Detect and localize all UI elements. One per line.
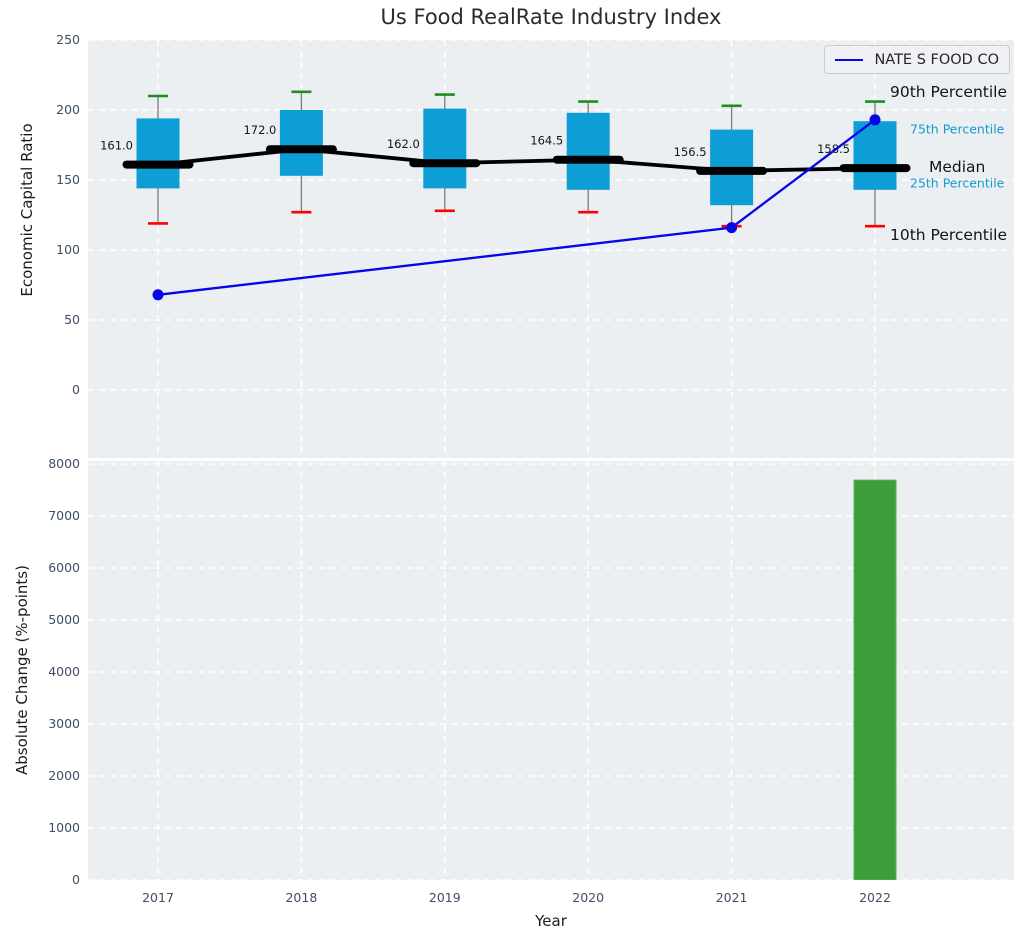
x-tick-label: 2020 bbox=[572, 890, 605, 905]
company-series-point bbox=[869, 114, 881, 126]
x-tick-label: 2018 bbox=[285, 890, 318, 905]
percentile-box bbox=[853, 121, 897, 190]
bottom-y-tick-label: 2000 bbox=[48, 768, 80, 783]
bottom-y-tick-label: 6000 bbox=[48, 560, 80, 575]
median-value-label: 162.0 bbox=[387, 137, 420, 151]
x-tick-label: 2019 bbox=[428, 890, 461, 905]
bottom-y-tick-label: 8000 bbox=[48, 456, 80, 471]
x-tick-label: 2021 bbox=[715, 890, 748, 905]
bottom-y-tick-label: 1000 bbox=[48, 820, 80, 835]
median-value-label: 164.5 bbox=[530, 134, 563, 148]
top-y-tick-label: 150 bbox=[56, 172, 80, 187]
top-plot-canvas: 161.0 172.0 162.0 164.5 156.5 158.5 bbox=[88, 40, 1014, 458]
percentile-box bbox=[423, 108, 467, 189]
top-plot-area: 161.0 172.0 162.0 164.5 156.5 158.5 bbox=[88, 40, 1014, 458]
top-y-tick-label: 100 bbox=[56, 242, 80, 257]
change-bar bbox=[853, 479, 897, 880]
bottom-plot-canvas bbox=[88, 461, 1014, 880]
median-value-label: 158.5 bbox=[817, 142, 850, 156]
percentile-box bbox=[279, 110, 323, 176]
bottom-y-tick-label: 7000 bbox=[48, 508, 80, 523]
legend: NATE S FOOD CO bbox=[824, 45, 1010, 74]
median-value-label: 172.0 bbox=[243, 123, 276, 137]
top-y-tick-label: 250 bbox=[56, 32, 80, 47]
x-tick-label: 2017 bbox=[142, 890, 174, 905]
chart-title: Us Food RealRate Industry Index bbox=[380, 5, 722, 29]
x-axis-label: Year bbox=[535, 912, 567, 930]
median-value-label: 161.0 bbox=[100, 139, 133, 153]
percentile-box bbox=[136, 118, 180, 189]
top-y-axis-label: Economic Capital Ratio bbox=[18, 123, 36, 297]
legend-line-sample bbox=[835, 58, 864, 61]
top-y-tick-label: 200 bbox=[56, 102, 80, 117]
company-series-point bbox=[152, 289, 164, 301]
bottom-plot-area bbox=[88, 461, 1014, 880]
bottom-y-tick-label: 3000 bbox=[48, 716, 80, 731]
percentile-box bbox=[566, 112, 610, 190]
bottom-y-tick-label: 4000 bbox=[48, 664, 80, 679]
annotation-median: Median bbox=[929, 158, 986, 176]
annotation-10th-percentile: 10th Percentile bbox=[890, 226, 1008, 244]
top-y-tick-label: 0 bbox=[72, 382, 80, 397]
bottom-y-tick-label: 0 bbox=[72, 872, 80, 887]
annotation-90th-percentile: 90th Percentile bbox=[890, 83, 1008, 101]
median-connecting-line bbox=[157, 147, 876, 173]
company-series-point bbox=[726, 222, 738, 234]
legend-series-label: NATE S FOOD CO bbox=[874, 51, 999, 68]
median-value-label: 156.5 bbox=[674, 145, 707, 159]
annotation-75th-percentile: 75th Percentile bbox=[910, 121, 1005, 137]
x-tick-label: 2022 bbox=[859, 890, 891, 905]
top-y-tick-label: 50 bbox=[64, 312, 80, 327]
bottom-y-tick-label: 5000 bbox=[48, 612, 80, 627]
company-series-line bbox=[157, 118, 876, 296]
annotation-25th-percentile: 25th Percentile bbox=[910, 175, 1005, 191]
